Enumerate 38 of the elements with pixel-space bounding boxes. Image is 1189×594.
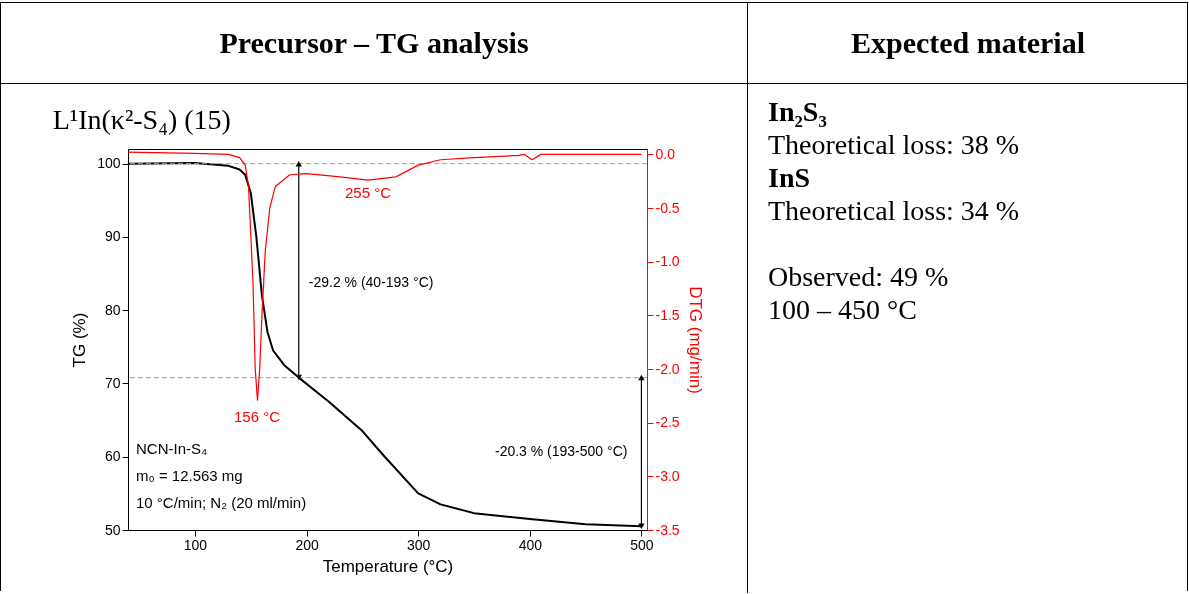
text: Theoretical loss: 34 % bbox=[768, 194, 1020, 227]
text: Expected material bbox=[748, 3, 1188, 84]
text: 100 – 450 °C bbox=[768, 293, 918, 326]
annotation: 156 °C bbox=[233, 408, 281, 425]
x-tick-label: 300 bbox=[407, 536, 431, 553]
text: In₂S₃ bbox=[768, 95, 828, 128]
chart-title: L¹In(κ²-S₄) (15) bbox=[52, 104, 231, 136]
x-tick-label: 100 bbox=[183, 536, 208, 553]
x-axis-title: Temperature (°C) bbox=[322, 556, 454, 576]
y-tick-label: 70 bbox=[104, 374, 121, 391]
text: InS bbox=[768, 161, 812, 194]
x-tick-label: 500 bbox=[630, 536, 654, 553]
y2-tick-label: -3.0 bbox=[655, 467, 680, 484]
text: Theoretical loss: 38 % bbox=[768, 128, 1020, 161]
text: Precursor – TG analysis bbox=[1, 3, 748, 84]
annotation: 255 °C bbox=[344, 184, 392, 201]
y-tick-label: 100 bbox=[97, 155, 121, 172]
text: Observed: 49 % bbox=[768, 260, 950, 293]
annotation: m₀ = 12.563 mg bbox=[136, 467, 243, 484]
y-tick-label: 80 bbox=[104, 301, 121, 318]
y2-tick-label: -0.5 bbox=[655, 199, 680, 216]
annotation: 10 °C/min; N₂ (20 ml/min) bbox=[136, 494, 307, 511]
y2-tick-label: -1.0 bbox=[655, 253, 680, 270]
y2-tick-label: -1.5 bbox=[655, 306, 680, 323]
y-tick-label: 90 bbox=[104, 228, 121, 245]
annotation: -29.2 % (40-193 °C) bbox=[308, 274, 434, 290]
y2-axis-title: DTG (mg/min) bbox=[685, 286, 705, 394]
y2-tick-label: 0.0 bbox=[655, 145, 676, 162]
y-axis-title: TG (%) bbox=[70, 312, 90, 368]
y-tick-label: 50 bbox=[104, 521, 121, 538]
annotation: -20.3 % (193-500 °C) bbox=[494, 443, 628, 459]
x-tick-label: 400 bbox=[518, 536, 543, 553]
x-tick-label: 200 bbox=[295, 536, 319, 553]
y-tick-label: 60 bbox=[104, 448, 121, 465]
y2-tick-label: -3.5 bbox=[655, 521, 680, 538]
annotation: NCN-In-S₄ bbox=[136, 440, 208, 457]
y2-tick-label: -2.0 bbox=[655, 360, 680, 377]
y2-tick-label: -2.5 bbox=[655, 414, 680, 431]
